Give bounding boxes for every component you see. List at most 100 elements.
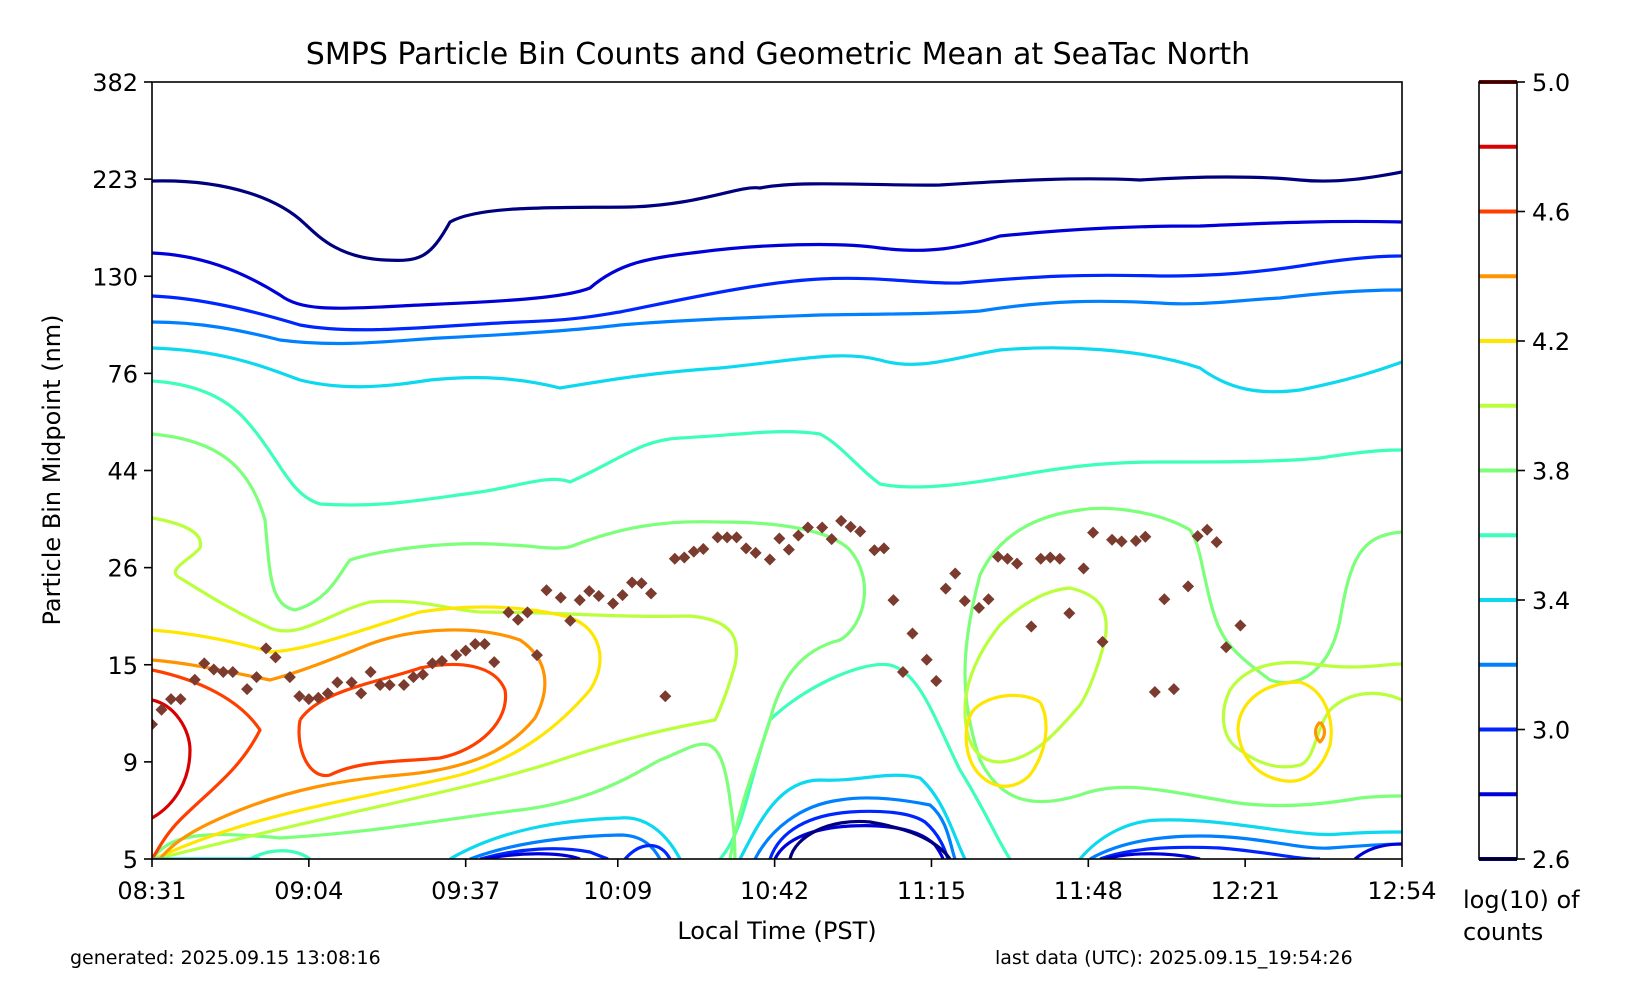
geometric-mean-point — [645, 587, 658, 600]
contour-line — [297, 662, 508, 778]
x-tick-label: 11:15 — [897, 877, 966, 905]
geometric-mean-point — [958, 594, 971, 607]
geometric-mean-point — [721, 531, 734, 544]
geometric-mean-markers — [152, 514, 1247, 731]
geometric-mean-point — [540, 584, 553, 597]
geometric-mean-point — [616, 589, 629, 602]
colorbar-tick-label: 4.6 — [1532, 199, 1570, 227]
geometric-mean-point — [174, 693, 187, 706]
geometric-mean-point — [345, 676, 358, 689]
contour-line — [963, 586, 1108, 764]
geometric-mean-point — [1210, 536, 1223, 549]
contour-lines — [152, 170, 1402, 859]
contour-line — [484, 852, 581, 859]
x-tick-label: 08:31 — [117, 877, 186, 905]
geometric-mean-point — [1167, 683, 1180, 696]
geometric-mean-point — [293, 690, 306, 703]
geometric-mean-point — [152, 718, 158, 731]
geometric-mean-point — [1063, 607, 1076, 620]
geometric-mean-point — [488, 656, 501, 669]
contour-line — [1078, 818, 1402, 859]
contour-line — [152, 219, 1402, 310]
geometric-mean-point — [530, 649, 543, 662]
geometric-mean-point — [355, 687, 368, 700]
colorbar-label-line1: log(10) of — [1463, 886, 1580, 914]
geometric-mean-point — [711, 531, 724, 544]
geometric-mean-point — [1220, 641, 1233, 654]
geometric-mean-point — [469, 637, 482, 650]
geometric-mean-point — [782, 543, 795, 556]
contour-line — [152, 170, 1402, 262]
contour-line — [152, 379, 1402, 507]
y-tick-label: 44 — [107, 458, 138, 486]
geometric-mean-point — [773, 532, 786, 545]
geometric-mean-point — [1191, 530, 1204, 543]
contour-line — [152, 605, 602, 859]
contour-line — [249, 849, 311, 859]
contour-line — [479, 847, 609, 859]
contour-line — [964, 693, 1048, 788]
contour-line — [152, 346, 1402, 394]
colorbar — [1479, 80, 1517, 861]
geometric-mean-point — [949, 567, 962, 580]
contour-line — [152, 432, 866, 859]
geometric-mean-point — [626, 576, 639, 589]
geometric-mean-point — [1129, 534, 1142, 547]
contour-line — [152, 628, 547, 859]
geometric-mean-point — [906, 627, 919, 640]
geometric-mean-point — [1053, 552, 1066, 565]
geometric-mean-point — [659, 690, 672, 703]
contour-line — [152, 288, 1402, 346]
contour-line — [152, 254, 1402, 332]
colorbar-tick-label: 3.8 — [1532, 458, 1570, 486]
y-axis-ticks: 5 9 15 26 44 76 130 223 382 — [92, 69, 152, 874]
geometric-mean-point — [1201, 523, 1214, 536]
geometric-mean-point — [1011, 557, 1024, 570]
x-tick-label: 11:48 — [1054, 877, 1123, 905]
generated-timestamp: generated: 2025.09.15 13:08:16 — [70, 947, 381, 969]
geometric-mean-point — [583, 585, 596, 598]
geometric-mean-point — [207, 663, 220, 676]
contour-line — [1099, 845, 1320, 859]
geometric-mean-point — [416, 668, 429, 681]
geometric-mean-point — [1001, 552, 1014, 565]
geometric-mean-point — [450, 649, 463, 662]
y-tick-label: 130 — [92, 263, 138, 291]
geometric-mean-point — [573, 594, 586, 607]
chart-title: SMPS Particle Bin Counts and Geometric M… — [306, 37, 1250, 72]
geometric-mean-point — [260, 642, 273, 655]
geometric-mean-point — [982, 593, 995, 606]
geometric-mean-point — [730, 531, 743, 544]
geometric-mean-point — [226, 665, 239, 678]
geometric-mean-point — [992, 550, 1005, 563]
colorbar-tick-label: 3.4 — [1532, 587, 1570, 615]
geometric-mean-point — [283, 671, 296, 684]
geometric-mean-point — [844, 520, 857, 533]
contour-line — [1353, 842, 1402, 859]
contour-line — [963, 506, 1402, 808]
geometric-mean-point — [1106, 533, 1119, 546]
y-tick-label: 5 — [123, 846, 138, 874]
geometric-mean-point — [1139, 530, 1152, 543]
geometric-mean-point — [1182, 580, 1195, 593]
geometric-mean-point — [920, 653, 933, 666]
colorbar-label-line2: counts — [1463, 918, 1543, 946]
contour-line — [753, 796, 957, 859]
geometric-mean-point — [250, 671, 263, 684]
geometric-mean-point — [1158, 593, 1171, 606]
contour-line — [152, 698, 192, 820]
y-tick-label: 15 — [107, 652, 138, 680]
geometric-mean-point — [1044, 551, 1057, 564]
geometric-mean-point — [397, 679, 410, 692]
geometric-mean-point — [678, 551, 691, 564]
geometric-mean-point — [241, 683, 254, 696]
geometric-mean-point — [521, 606, 534, 619]
geometric-mean-point — [816, 521, 829, 534]
x-axis-label: Local Time (PST) — [677, 917, 876, 945]
geometric-mean-point — [1234, 619, 1247, 632]
geometric-mean-point — [607, 597, 620, 610]
contour-line — [449, 816, 682, 859]
geometric-mean-point — [383, 679, 396, 692]
y-tick-label: 26 — [107, 555, 138, 583]
